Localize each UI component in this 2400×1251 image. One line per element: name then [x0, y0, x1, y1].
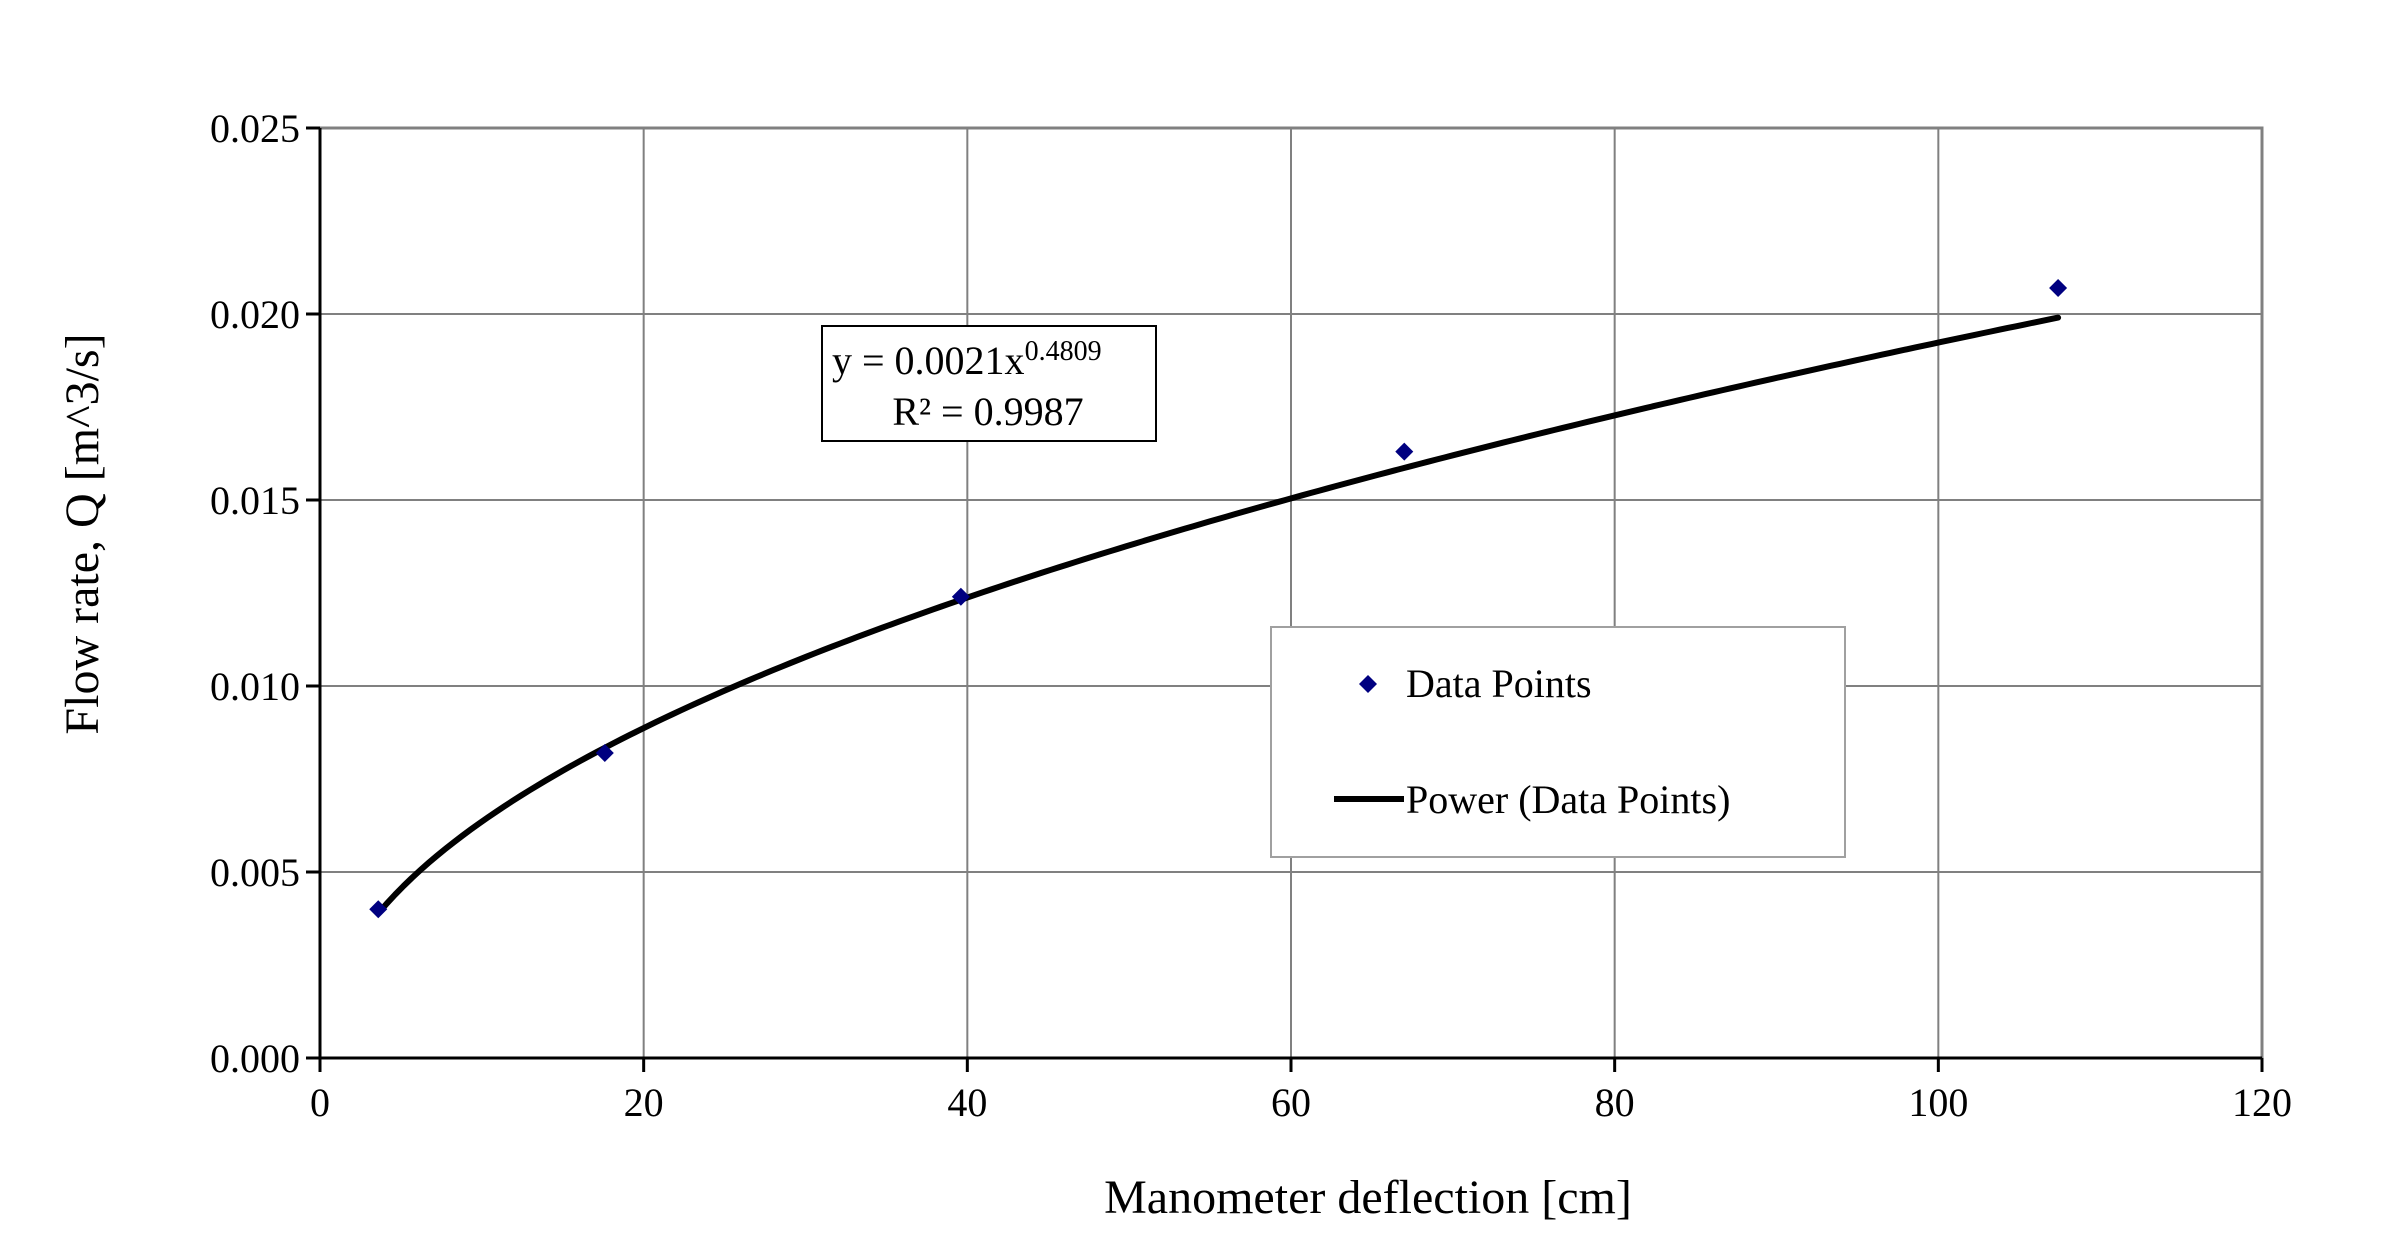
x-tick-label: 80: [1595, 1080, 1635, 1125]
data-point: [2049, 278, 2068, 297]
y-tick-label: 0.015: [210, 478, 300, 523]
trendline-equation-box: y = 0.0021x0.4809 R² = 0.9987: [821, 325, 1157, 442]
equation-exponent: 0.4809: [1025, 336, 1102, 367]
y-tick-label: 0.000: [210, 1036, 300, 1081]
x-tick-label: 120: [2232, 1080, 2292, 1125]
legend: Data Points Power (Data Points): [1270, 626, 1846, 858]
x-tick-label: 20: [624, 1080, 664, 1125]
y-tick-label: 0.025: [210, 106, 300, 151]
equation-text: y = 0.0021x0.4809: [832, 336, 1102, 383]
y-axis-title: Flow rate, Q [m^3/s]: [56, 333, 109, 734]
legend-label-data-points: Data Points: [1406, 661, 1592, 706]
y-tick-label: 0.005: [210, 850, 300, 895]
y-tick-label: 0.020: [210, 292, 300, 337]
tick-labels: 0 20 40 60 80 100 120 0.000 0.005 0.010 0.015 0.020…: [210, 106, 2292, 1125]
legend-marker-diamond-icon: [1359, 675, 1377, 693]
equation-base: y = 0.0021x: [832, 338, 1025, 383]
legend-box: [1270, 626, 1846, 858]
power-trendline: [375, 314, 2062, 917]
equation-box-border: [821, 325, 1157, 442]
data-point: [1395, 442, 1414, 461]
axes: [306, 126, 2264, 1072]
r-squared-text: R² = 0.9987: [892, 389, 1083, 434]
legend-label-power-trendline: Power (Data Points): [1406, 777, 1730, 822]
trendline-layer: [375, 314, 2062, 917]
data-point: [369, 900, 388, 919]
data-point: [951, 587, 970, 606]
x-tick-label: 0: [310, 1080, 330, 1125]
x-tick-label: 40: [947, 1080, 987, 1125]
data-points-layer: [369, 278, 2068, 919]
x-axis-title: Manometer deflection [cm]: [1104, 1171, 1632, 1224]
data-point: [595, 743, 614, 762]
x-tick-label: 60: [1271, 1080, 1311, 1125]
y-tick-label: 0.010: [210, 664, 300, 709]
x-tick-label: 100: [1908, 1080, 1968, 1125]
